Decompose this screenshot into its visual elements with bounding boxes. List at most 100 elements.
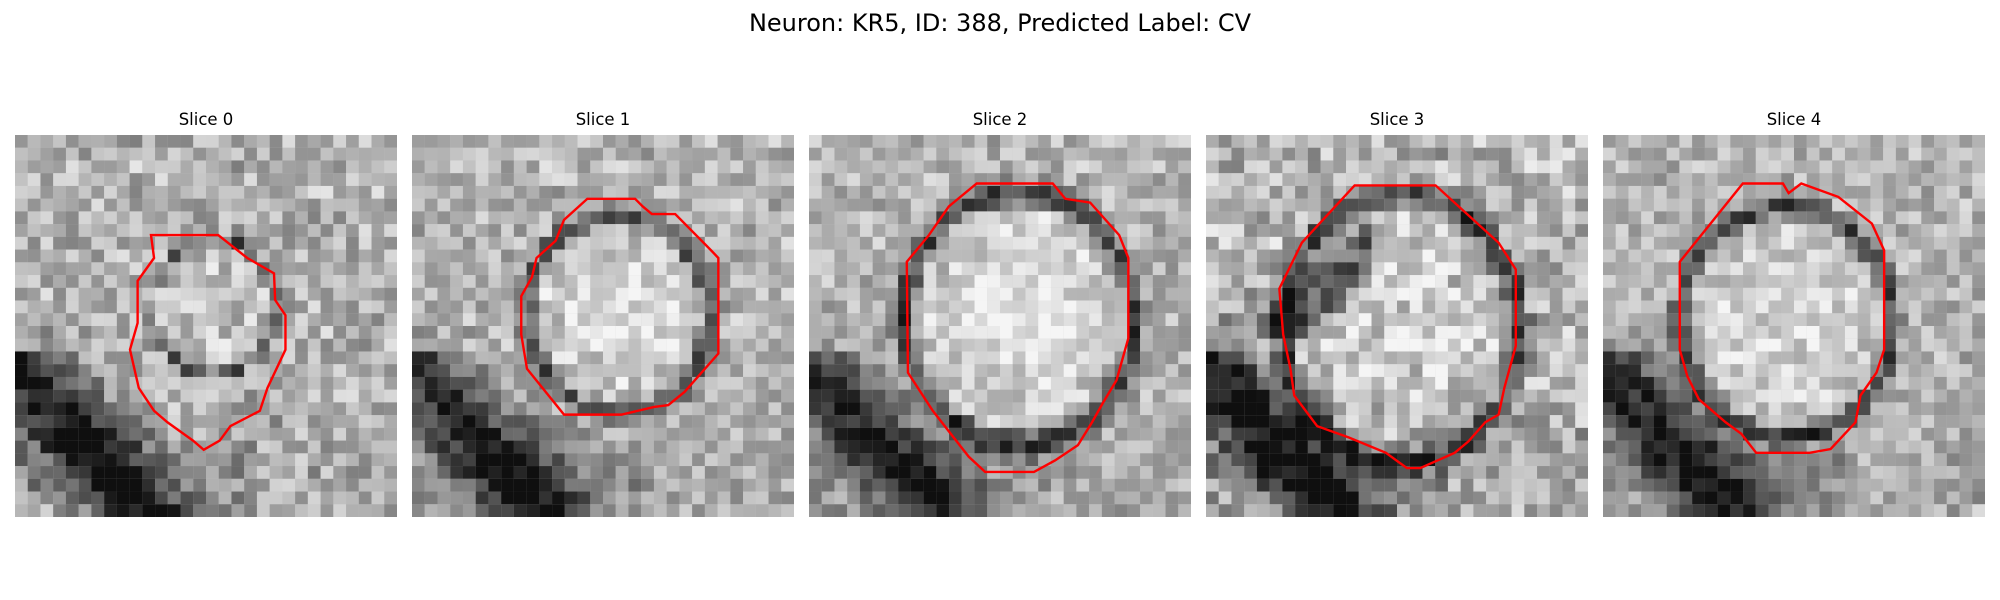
image-pixel [1397, 275, 1410, 288]
image-pixel [116, 376, 130, 390]
image-pixel [320, 211, 334, 225]
image-pixel [206, 453, 219, 467]
image-pixel [78, 453, 92, 467]
image-pixel [488, 326, 502, 339]
image-pixel [974, 364, 988, 377]
image-pixel [1562, 135, 1576, 148]
image-pixel [1524, 376, 1538, 390]
image-pixel [1000, 427, 1013, 441]
image-pixel [1409, 504, 1423, 517]
image-pixel [206, 262, 219, 276]
image-pixel [1679, 173, 1693, 186]
image-pixel [1870, 376, 1884, 390]
image-pixel [1921, 236, 1935, 250]
image-pixel [1537, 427, 1550, 441]
image-pixel [1511, 135, 1525, 148]
image-pixel [1101, 504, 1115, 517]
image-pixel [1498, 491, 1512, 505]
image-pixel [1460, 287, 1474, 301]
image-pixel [1371, 313, 1385, 327]
image-pixel [1358, 478, 1372, 492]
image-pixel [1934, 376, 1947, 390]
image-pixel [475, 478, 489, 492]
image-pixel [1562, 300, 1576, 314]
image-pixel [1346, 160, 1359, 174]
image-pixel [1743, 466, 1756, 479]
image-pixel [129, 415, 143, 428]
image-pixel [1946, 376, 1960, 390]
image-pixel [1972, 415, 1985, 428]
image-pixel [1025, 147, 1039, 161]
image-pixel [244, 135, 257, 148]
image-pixel [1101, 313, 1115, 327]
image-pixel [1384, 466, 1398, 479]
image-pixel [104, 440, 117, 454]
image-pixel [1333, 249, 1347, 263]
image-pixel [15, 313, 28, 327]
image-pixel [346, 491, 359, 505]
image-pixel [384, 249, 397, 263]
image-pixel [1358, 427, 1372, 441]
image-pixel [717, 198, 731, 212]
image-pixel [679, 453, 693, 467]
image-pixel [180, 249, 194, 263]
image-pixel [488, 491, 502, 505]
image-pixel [717, 364, 731, 377]
image-pixel [91, 453, 105, 467]
image-pixel [603, 453, 616, 467]
image-pixel [1666, 198, 1680, 212]
image-pixel [53, 453, 66, 467]
image-pixel [1358, 415, 1372, 428]
image-pixel [269, 185, 283, 199]
image-pixel [358, 351, 372, 365]
image-pixel [1384, 504, 1398, 517]
image-pixel [949, 466, 962, 479]
image-pixel [1127, 262, 1141, 276]
image-pixel [282, 275, 296, 288]
image-pixel [987, 453, 1001, 467]
image-pixel [564, 326, 578, 339]
image-pixel [910, 173, 924, 186]
image-pixel [1806, 491, 1820, 505]
image-pixel [809, 351, 822, 365]
image-pixel [1409, 236, 1423, 250]
image-pixel [206, 236, 219, 250]
image-pixel [412, 440, 425, 454]
image-pixel [437, 160, 451, 174]
image-pixel [269, 275, 283, 288]
image-pixel [1575, 198, 1588, 212]
image-pixel [1435, 300, 1448, 314]
image-pixel [974, 478, 988, 492]
image-pixel [1460, 135, 1474, 148]
image-pixel [641, 376, 654, 390]
image-pixel [1895, 351, 1909, 365]
image-pixel [142, 160, 156, 174]
image-pixel [1384, 376, 1398, 390]
image-pixel [666, 453, 680, 467]
image-pixel [872, 262, 886, 276]
image-pixel [1486, 275, 1499, 288]
image-pixel [129, 300, 143, 314]
image-pixel [1819, 160, 1833, 174]
image-pixel [218, 415, 232, 428]
image-pixel [526, 478, 540, 492]
image-pixel [1794, 351, 1807, 365]
image-pixel [885, 147, 899, 161]
image-pixel [1537, 173, 1550, 186]
image-pixel [244, 504, 257, 517]
image-pixel [590, 211, 604, 225]
image-pixel [743, 326, 756, 339]
image-pixel [1666, 160, 1680, 174]
image-pixel [590, 504, 604, 517]
image-pixel [1908, 415, 1922, 428]
image-pixel [450, 466, 463, 479]
image-pixel [27, 173, 41, 186]
image-pixel [269, 504, 283, 517]
image-pixel [641, 466, 654, 479]
image-pixel [1653, 313, 1667, 327]
image-pixel [1295, 364, 1308, 377]
image-pixel [768, 236, 782, 250]
image-pixel [1628, 262, 1642, 276]
image-pixel [717, 185, 731, 199]
image-pixel [821, 236, 835, 250]
